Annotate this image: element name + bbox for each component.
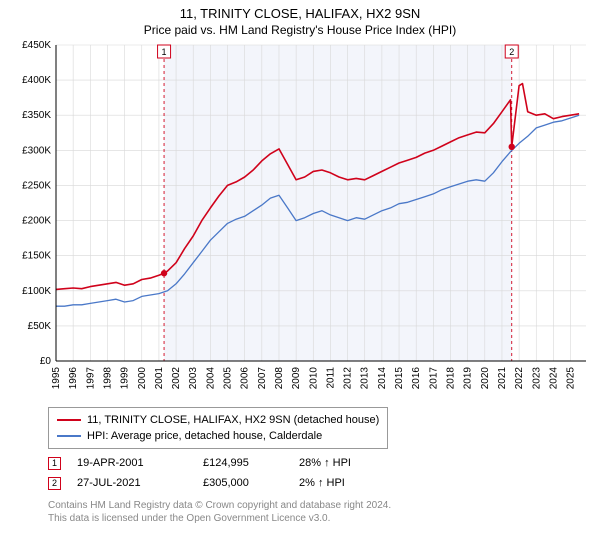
svg-text:1996: 1996 (68, 367, 79, 390)
sale-price: £305,000 (203, 473, 283, 493)
chart-subtitle: Price paid vs. HM Land Registry's House … (8, 23, 592, 37)
svg-text:£250K: £250K (22, 180, 51, 191)
svg-text:2002: 2002 (171, 367, 182, 390)
sale-date: 19-APR-2001 (77, 453, 187, 473)
legend: 11, TRINITY CLOSE, HALIFAX, HX2 9SN (det… (48, 407, 388, 449)
chart-container: 11, TRINITY CLOSE, HALIFAX, HX2 9SN Pric… (0, 0, 600, 560)
svg-text:1999: 1999 (120, 367, 131, 390)
legend-label: 11, TRINITY CLOSE, HALIFAX, HX2 9SN (det… (87, 412, 379, 428)
svg-text:1995: 1995 (51, 367, 62, 390)
svg-text:2003: 2003 (188, 367, 199, 390)
legend-item: 11, TRINITY CLOSE, HALIFAX, HX2 9SN (det… (57, 412, 379, 428)
svg-text:£200K: £200K (22, 216, 51, 227)
svg-text:£100K: £100K (22, 286, 51, 297)
svg-text:2011: 2011 (325, 367, 336, 389)
footer-line: Contains HM Land Registry data © Crown c… (48, 499, 592, 512)
legend-swatch (57, 419, 81, 421)
svg-text:2008: 2008 (274, 367, 285, 390)
svg-text:£0: £0 (40, 356, 52, 367)
svg-text:2024: 2024 (548, 367, 559, 390)
svg-text:2017: 2017 (428, 367, 439, 390)
svg-text:2007: 2007 (257, 367, 268, 390)
svg-text:2019: 2019 (463, 367, 474, 390)
svg-text:£400K: £400K (22, 75, 51, 86)
svg-text:£150K: £150K (22, 251, 51, 262)
svg-text:2022: 2022 (514, 367, 525, 390)
svg-text:2004: 2004 (205, 367, 216, 390)
svg-text:2010: 2010 (308, 367, 319, 390)
sale-pct: 2% ↑ HPI (299, 473, 345, 493)
table-row: 1 19-APR-2001 £124,995 28% ↑ HPI (48, 453, 592, 473)
svg-text:£50K: £50K (28, 321, 52, 332)
sale-date: 27-JUL-2021 (77, 473, 187, 493)
svg-text:2016: 2016 (411, 367, 422, 390)
svg-text:2001: 2001 (154, 367, 165, 390)
svg-text:£350K: £350K (22, 110, 51, 121)
svg-text:2025: 2025 (566, 367, 577, 390)
svg-text:2005: 2005 (223, 367, 234, 390)
table-row: 2 27-JUL-2021 £305,000 2% ↑ HPI (48, 473, 592, 493)
legend-item: HPI: Average price, detached house, Cald… (57, 428, 379, 444)
svg-text:2018: 2018 (445, 367, 456, 390)
svg-text:2009: 2009 (291, 367, 302, 390)
svg-text:1998: 1998 (102, 367, 113, 390)
marker-badge: 2 (48, 477, 61, 490)
legend-swatch (57, 435, 81, 437)
footer-attribution: Contains HM Land Registry data © Crown c… (48, 499, 592, 525)
marker-badge: 1 (48, 457, 61, 470)
svg-text:2000: 2000 (137, 367, 148, 390)
svg-text:2020: 2020 (480, 367, 491, 390)
svg-text:£300K: £300K (22, 145, 51, 156)
svg-text:£450K: £450K (22, 40, 51, 51)
svg-text:2013: 2013 (360, 367, 371, 390)
sale-pct: 28% ↑ HPI (299, 453, 351, 473)
legend-label: HPI: Average price, detached house, Cald… (87, 428, 322, 444)
chart-plot-area: £0 £50K £100K £150K £200K £250K £300K £350K £400… (8, 39, 592, 401)
svg-text:1997: 1997 (85, 367, 96, 390)
svg-text:2014: 2014 (377, 367, 388, 390)
svg-text:2015: 2015 (394, 367, 405, 390)
sales-table: 1 19-APR-2001 £124,995 28% ↑ HPI 2 27-JU… (48, 453, 592, 493)
svg-text:2012: 2012 (343, 367, 354, 390)
chart-svg: £0 £50K £100K £150K £200K £250K £300K £350K £400… (8, 39, 592, 401)
svg-text:2023: 2023 (531, 367, 542, 390)
svg-text:2006: 2006 (240, 367, 251, 390)
svg-text:2: 2 (509, 47, 514, 57)
sale-price: £124,995 (203, 453, 283, 473)
footer-line: This data is licensed under the Open Gov… (48, 512, 592, 525)
chart-title: 11, TRINITY CLOSE, HALIFAX, HX2 9SN (8, 6, 592, 21)
svg-text:1: 1 (162, 47, 167, 57)
svg-text:2021: 2021 (497, 367, 508, 390)
